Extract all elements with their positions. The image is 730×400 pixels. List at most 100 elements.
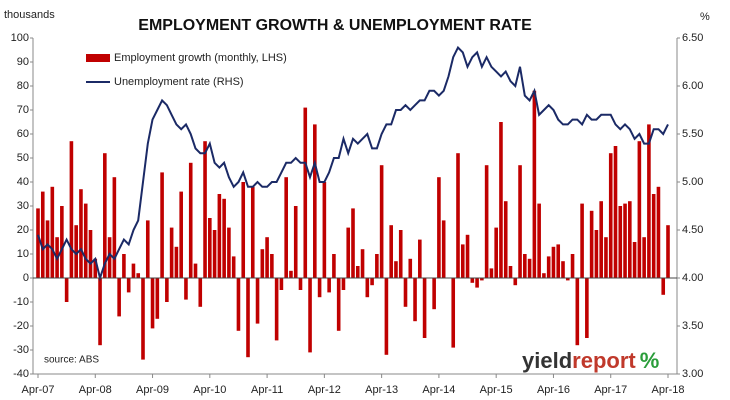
y-tick-label: 0 (23, 272, 29, 284)
bar (561, 261, 565, 278)
bar (599, 201, 603, 278)
y2-tick-label: 5.50 (682, 128, 703, 140)
bar (608, 153, 613, 278)
bar (250, 186, 255, 278)
bar (131, 263, 136, 278)
y-tick-label: -20 (13, 320, 29, 332)
bar (647, 124, 651, 279)
bar (384, 278, 389, 355)
logo-part: report (572, 348, 636, 373)
bar (465, 234, 470, 278)
bar (188, 162, 193, 278)
line (37, 45, 669, 282)
bar (632, 242, 637, 278)
y-tick-label: 10 (17, 248, 29, 260)
x-tick-label: Apr-08 (79, 384, 112, 396)
bar (198, 278, 203, 307)
bar (313, 124, 317, 279)
bar (499, 122, 503, 278)
bar (203, 141, 207, 278)
bar (618, 206, 623, 278)
bar (40, 191, 45, 278)
bar (346, 227, 351, 278)
x-tick-label: Apr-14 (422, 384, 455, 396)
legend-swatch (86, 54, 110, 62)
bar (74, 225, 78, 278)
y2-tick-label: 4.00 (682, 272, 703, 284)
bar (551, 246, 556, 278)
bar (575, 278, 580, 346)
x-tick-label: Apr-12 (308, 384, 341, 396)
bar (451, 278, 456, 348)
bar (126, 278, 131, 293)
chart-title: EMPLOYMENT GROWTH & UNEMPLOYMENT RATE (138, 17, 532, 34)
bar (255, 278, 260, 324)
bar (360, 249, 365, 278)
bar (136, 273, 141, 278)
bar (217, 194, 222, 278)
y-tick-label: -30 (13, 344, 29, 356)
bar (122, 254, 126, 278)
bar (327, 278, 331, 293)
logo-part: yield (522, 348, 572, 373)
bar (317, 278, 322, 298)
bar (389, 225, 393, 278)
bar (475, 278, 479, 288)
bar (437, 177, 441, 278)
bar (532, 90, 537, 278)
bar (537, 203, 541, 278)
bar (303, 107, 308, 278)
bar (656, 186, 661, 278)
y-tick-label: -40 (13, 368, 29, 380)
bar (460, 244, 465, 278)
bar (494, 227, 498, 278)
bar (556, 244, 561, 278)
bar (403, 278, 408, 307)
bar (432, 278, 436, 310)
bar (117, 278, 121, 317)
bar (169, 227, 174, 278)
bar (542, 273, 546, 278)
bar (480, 278, 484, 281)
bar (355, 266, 360, 278)
bar (379, 165, 384, 278)
y-tick-label: 20 (17, 224, 29, 236)
bar (398, 230, 403, 278)
bar (661, 278, 666, 295)
y2-axis-label: % (700, 11, 710, 23)
bar (231, 256, 236, 278)
bar (208, 218, 212, 278)
bar (375, 254, 379, 278)
bar (308, 278, 312, 353)
legend-label: Employment growth (monthly, LHS) (114, 52, 287, 64)
x-tick-label: Apr-09 (136, 384, 169, 396)
bar (518, 165, 522, 278)
x-tick-label: Apr-10 (193, 384, 226, 396)
bar (365, 278, 370, 298)
bar (150, 278, 155, 329)
bar (594, 230, 599, 278)
bar (88, 230, 93, 278)
bar (456, 153, 460, 278)
bar (503, 201, 508, 278)
bar (570, 254, 575, 278)
bar (165, 278, 169, 302)
bar (623, 203, 627, 278)
bar (565, 278, 570, 281)
y-tick-label: 100 (11, 32, 29, 44)
y-axis-label: thousands (4, 9, 55, 21)
bar (50, 186, 55, 278)
y2-tick-label: 3.00 (682, 368, 703, 380)
y-tick-label: 50 (17, 152, 29, 164)
bar (246, 278, 250, 358)
bar (293, 206, 298, 278)
y2-tick-label: 6.00 (682, 80, 703, 92)
bar (408, 258, 413, 278)
x-tick-label: Apr-15 (480, 384, 513, 396)
logo-part: % (640, 348, 660, 373)
bar (103, 153, 107, 278)
bar (628, 201, 632, 278)
y-tick-label: 40 (17, 176, 29, 188)
x-tick-label: Apr-17 (594, 384, 627, 396)
